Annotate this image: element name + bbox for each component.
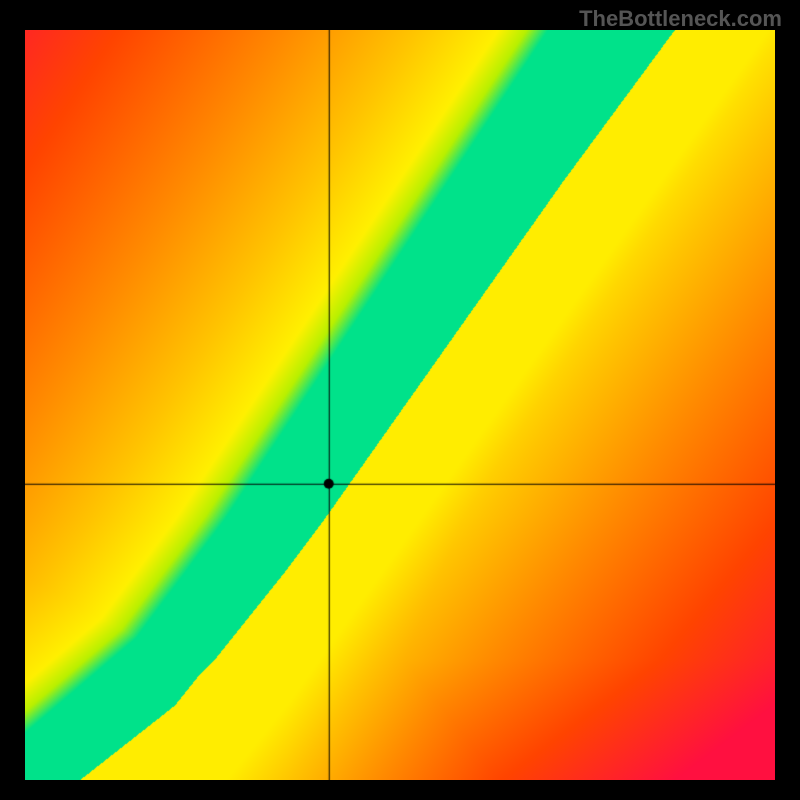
chart-container: TheBottleneck.com: [0, 0, 800, 800]
plot-area: [25, 30, 775, 780]
heatmap-canvas: [25, 30, 775, 780]
watermark-text: TheBottleneck.com: [579, 6, 782, 32]
